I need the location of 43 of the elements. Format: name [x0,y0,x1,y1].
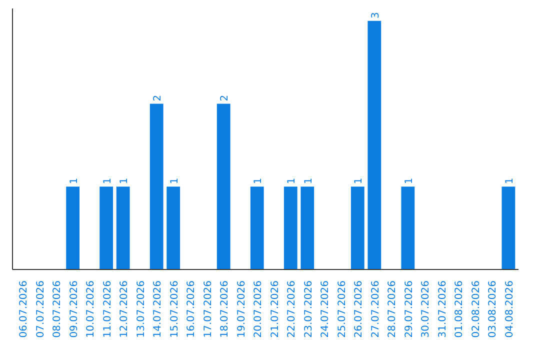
x-tick-label: 23.07.2026 [303,280,314,338]
x-tick-label: 04.08.2026 [504,280,516,338]
x-tick-label: 24.07.2026 [320,280,332,338]
data-label: 1 [354,178,365,184]
x-tick-label: 08.07.2026 [52,280,64,338]
x-tick-label: 12.07.2026 [119,280,130,338]
data-label: 1 [102,178,114,184]
x-tick-label: 02.08.2026 [470,280,482,338]
x-tick-label: 18.07.2026 [220,280,231,338]
x-tick-label: 13.07.2026 [136,280,147,338]
x-tick-label: 19.07.2026 [236,280,248,338]
x-tick-label: 03.08.2026 [488,280,499,338]
x-tick-label: 31.07.2026 [437,280,448,338]
x-tick-label: 25.07.2026 [336,280,348,338]
x-tick-label: 07.07.2026 [35,280,46,338]
x-tick-label: 11.07.2026 [102,280,114,338]
x-tick-label: 30.07.2026 [420,280,432,338]
x-tick-label: 20.07.2026 [253,280,264,338]
data-label: 1 [504,178,516,184]
data-label: 1 [404,178,415,184]
x-tick-label: 10.07.2026 [86,280,97,338]
x-tick-label: 17.07.2026 [202,280,214,338]
data-label: 1 [253,178,264,184]
x-tick-label: 26.07.2026 [354,280,365,338]
x-tick-label: 22.07.2026 [286,280,298,338]
x-tick-label: 09.07.2026 [68,280,80,338]
data-label: 1 [119,178,130,184]
x-tick-label: 29.07.2026 [404,280,415,338]
x-tick-label: 28.07.2026 [387,280,398,338]
x-tick-label: 21.07.2026 [270,280,281,338]
x-tick-label: 16.07.2026 [186,280,198,338]
data-label: 2 [152,94,164,102]
x-tick-label: 06.07.2026 [18,280,30,338]
data-label: 1 [286,178,298,184]
x-tick-label: 27.07.2026 [370,280,382,338]
data-label: 1 [169,178,180,184]
data-label: 1 [303,178,314,184]
x-tick-label: 14.07.2026 [152,280,164,338]
data-label: 1 [68,178,80,184]
data-label: 2 [220,94,231,102]
data-label: 3 [370,12,382,18]
x-tick-label: 15.07.2026 [169,280,180,338]
x-tick-label: 01.08.2026 [454,280,466,338]
